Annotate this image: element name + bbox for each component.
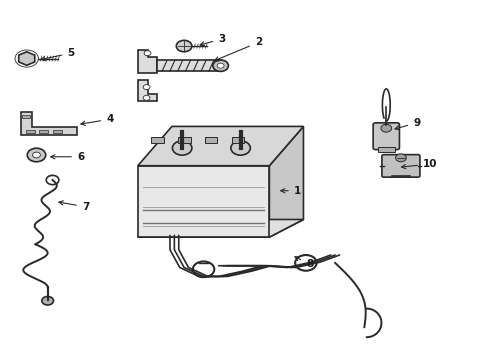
- Circle shape: [217, 63, 224, 68]
- Text: 4: 4: [81, 114, 114, 125]
- Circle shape: [27, 148, 46, 162]
- Text: 5: 5: [41, 48, 74, 61]
- Circle shape: [231, 141, 250, 155]
- Circle shape: [381, 124, 392, 132]
- Text: 10: 10: [401, 159, 438, 169]
- Bar: [178, 137, 191, 143]
- Text: 6: 6: [51, 152, 84, 162]
- Circle shape: [172, 141, 192, 155]
- FancyBboxPatch shape: [373, 123, 399, 150]
- Text: 3: 3: [200, 34, 225, 46]
- Circle shape: [144, 51, 151, 56]
- FancyBboxPatch shape: [382, 155, 420, 177]
- Bar: [377, 147, 395, 153]
- Text: 1: 1: [281, 186, 301, 196]
- Circle shape: [176, 40, 192, 52]
- Text: 9: 9: [395, 118, 420, 130]
- Circle shape: [143, 85, 150, 90]
- Polygon shape: [138, 80, 157, 102]
- Polygon shape: [19, 52, 35, 65]
- Circle shape: [42, 296, 53, 305]
- Text: 2: 2: [215, 37, 262, 61]
- Bar: [205, 137, 218, 143]
- Bar: [151, 137, 164, 143]
- Text: 8: 8: [295, 257, 313, 269]
- Circle shape: [143, 95, 150, 100]
- Polygon shape: [157, 60, 220, 71]
- Circle shape: [395, 154, 406, 162]
- Polygon shape: [138, 220, 303, 237]
- Bar: [22, 114, 30, 118]
- Polygon shape: [21, 112, 77, 135]
- Bar: [232, 137, 245, 143]
- Bar: [39, 130, 48, 133]
- Circle shape: [32, 152, 40, 158]
- Polygon shape: [138, 126, 303, 166]
- Polygon shape: [138, 166, 270, 237]
- Polygon shape: [270, 126, 303, 237]
- Circle shape: [213, 60, 228, 71]
- Bar: [26, 130, 34, 133]
- Text: 7: 7: [59, 201, 89, 212]
- Bar: [53, 130, 62, 133]
- Polygon shape: [138, 50, 157, 73]
